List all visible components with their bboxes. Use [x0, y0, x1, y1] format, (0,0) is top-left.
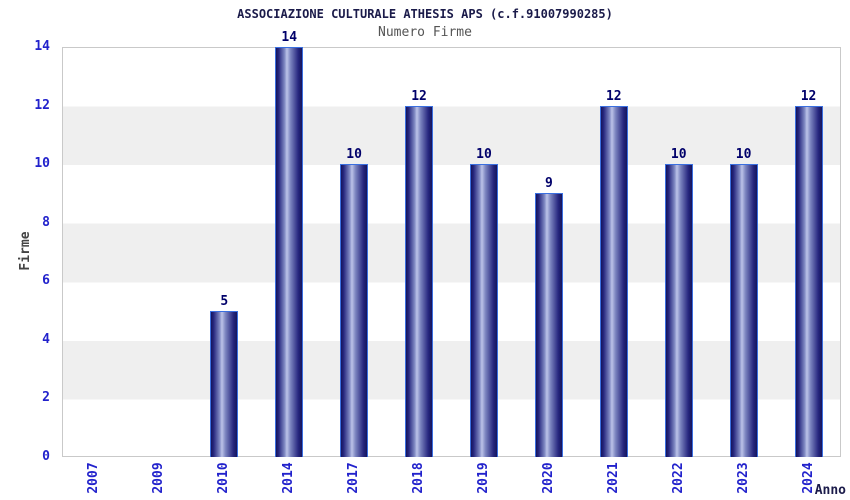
x-tick-label: 2022: [670, 462, 686, 494]
y-tick-label: 0: [42, 449, 50, 464]
bar-2024: [794, 105, 823, 457]
y-tick-label: 10: [34, 156, 50, 172]
x-tick-label: 2018: [411, 462, 427, 494]
bar-2021: [599, 105, 628, 457]
bar-value-label: 14: [281, 30, 298, 45]
x-tick-label: 2014: [281, 462, 297, 494]
x-axis-label: Anno: [814, 483, 846, 498]
y-tick-label: 12: [34, 97, 50, 113]
x-tick-label: 2010: [216, 462, 232, 494]
bar-2020: [534, 193, 563, 457]
bar-value-label: 10: [670, 147, 687, 163]
y-tick-label: 6: [42, 273, 50, 289]
chart-subtitle: Numero Firme: [378, 25, 472, 40]
x-tick-label: 2019: [475, 462, 491, 494]
plot-area: [62, 47, 841, 457]
bar-2022: [664, 164, 693, 457]
bar-value-label: 10: [735, 147, 752, 163]
y-tick-label: 8: [42, 214, 50, 230]
bar-value-label: 5: [220, 293, 229, 309]
y-tick-label: 2: [42, 390, 50, 406]
bar-2019: [469, 164, 498, 457]
bar-2010: [210, 310, 239, 457]
bar-value-label: 10: [476, 147, 492, 163]
bar-2014: [275, 47, 304, 457]
bar-value-label: 12: [411, 88, 427, 104]
bar-value-label: 12: [605, 88, 622, 104]
y-tick-label: 14: [34, 39, 50, 54]
x-tick-label: 2009: [151, 462, 167, 494]
bar-value-label: 9: [544, 176, 553, 192]
bar-2023: [729, 164, 758, 457]
bar-2018: [405, 105, 434, 457]
x-tick-label: 2020: [540, 462, 556, 494]
x-tick-label: 2021: [605, 462, 621, 494]
bar-2017: [340, 164, 369, 457]
x-tick-label: 2007: [86, 462, 102, 494]
chart-title: ASSOCIAZIONE CULTURALE ATHESIS APS (c.f.…: [237, 7, 613, 21]
bar-value-label: 10: [346, 147, 362, 163]
y-tick-label: 4: [42, 331, 50, 347]
x-tick-label: 2017: [346, 462, 362, 494]
y-axis-label: Firme: [18, 231, 33, 271]
x-tick-label: 2023: [735, 462, 751, 494]
bar-value-label: 12: [800, 88, 817, 104]
